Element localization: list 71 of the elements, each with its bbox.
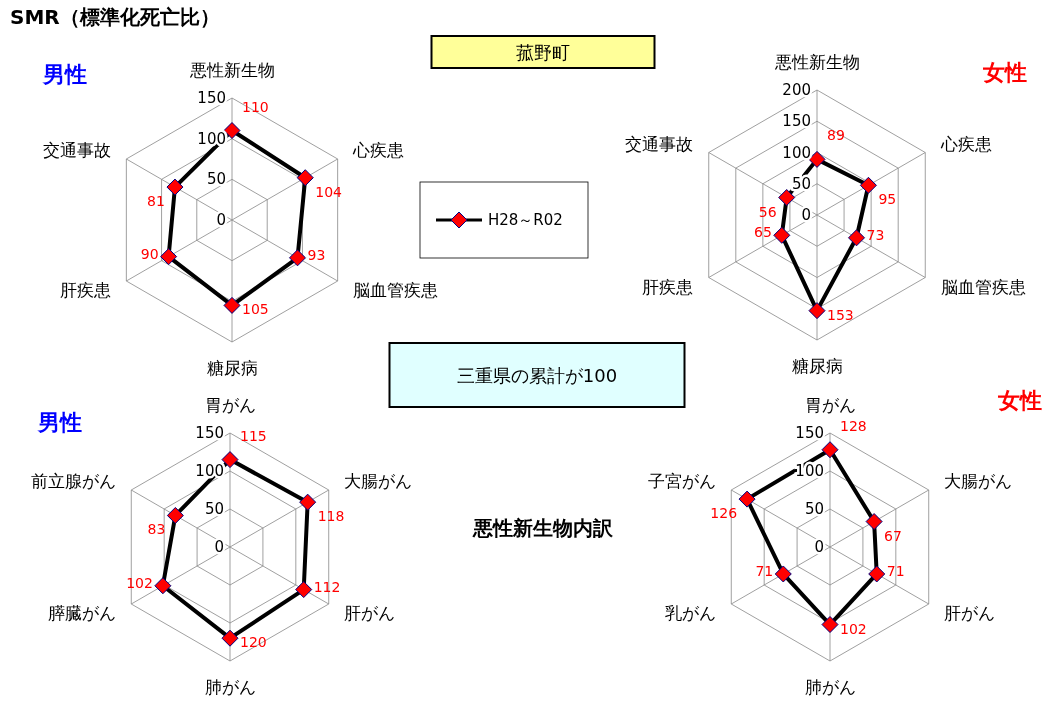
spoke-label: 大腸がん (344, 471, 413, 491)
y-tick-label: 0 (214, 538, 224, 556)
legend-label: H28～R02 (488, 211, 563, 229)
spoke-label: 交通事故 (625, 133, 694, 154)
y-tick-label: 50 (804, 500, 824, 518)
y-tick-label: 100 (782, 143, 811, 162)
y-tick-label: 50 (206, 170, 226, 189)
spoke-label: 糖尿病 (206, 358, 258, 378)
data-label: 81 (147, 193, 165, 210)
chart-title: SMR（標準化死亡比） (10, 5, 220, 29)
data-label: 71 (886, 562, 905, 579)
y-tick-label: 0 (216, 211, 226, 229)
spoke-label: 脳血管疾患 (353, 280, 439, 300)
data-label: 105 (242, 301, 269, 318)
data-label: 67 (884, 527, 902, 544)
data-label: 65 (753, 224, 772, 241)
text: 男性 (37, 410, 82, 435)
data-label: 104 (315, 183, 343, 200)
y-tick-label: 0 (814, 538, 824, 556)
spoke-label: 交通事故 (42, 140, 111, 160)
spoke-label: 肝疾患 (59, 280, 111, 300)
y-tick-label: 100 (795, 462, 824, 480)
text: 菰野町 (516, 42, 570, 63)
spoke-label: 糖尿病 (791, 356, 843, 376)
data-label: 126 (710, 505, 738, 522)
data-label: 95 (878, 191, 897, 208)
data-label: 102 (126, 574, 153, 591)
spoke-label: 大腸がん (944, 471, 1013, 491)
data-label: 90 (140, 245, 159, 262)
data-label: 153 (827, 306, 854, 323)
data-label: 83 (147, 521, 166, 538)
data-label: 112 (313, 578, 341, 595)
data-label: 115 (240, 427, 267, 444)
spoke-label: 脳血管疾患 (940, 276, 1026, 297)
data-label: 120 (240, 634, 267, 651)
y-tick-label: 0 (801, 206, 811, 224)
spoke-label: 肝がん (344, 603, 396, 623)
chart-subtitle: 女性 (982, 60, 1027, 85)
spoke-label: 乳がん (664, 603, 716, 623)
data-label: 118 (317, 508, 345, 525)
chart-subtitle: 男性 (42, 62, 87, 87)
data-label: 73 (866, 226, 885, 243)
data-label: 110 (242, 98, 269, 115)
text: 三重県の累計が100 (456, 365, 618, 386)
spoke-label: 膵臓がん (47, 603, 116, 623)
chart-subtitle: 女性 (997, 388, 1042, 413)
y-tick-label: 150 (795, 424, 824, 442)
spoke-label: 肺がん (204, 677, 256, 697)
y-tick-label: 200 (782, 81, 811, 99)
spoke-label: 心疾患 (939, 133, 992, 154)
data-label: 102 (840, 620, 867, 637)
data-label: 71 (755, 562, 774, 579)
data-label: 89 (827, 127, 845, 144)
spoke-label: 肝がん (944, 603, 996, 623)
spoke-label: 肺がん (804, 677, 856, 697)
y-tick-label: 150 (782, 112, 811, 131)
data-label: 93 (307, 246, 326, 263)
text: 悪性新生物内訳 (472, 516, 614, 540)
spoke-label: 肝疾患 (642, 276, 694, 297)
data-label: 128 (840, 417, 867, 434)
y-tick-label: 150 (195, 424, 224, 442)
spoke-label: 胃がん (204, 395, 256, 415)
spoke-label: 悪性新生物 (188, 60, 275, 80)
spoke-label: 前立腺がん (30, 471, 116, 491)
spoke-label: 悪性新生物 (773, 52, 860, 72)
spoke-label: 子宮がん (647, 471, 716, 491)
spoke-label: 胃がん (804, 395, 856, 415)
data-label: 56 (758, 203, 777, 220)
y-tick-label: 150 (197, 89, 226, 107)
y-tick-label: 50 (204, 500, 224, 518)
spoke-label: 心疾患 (352, 140, 405, 160)
